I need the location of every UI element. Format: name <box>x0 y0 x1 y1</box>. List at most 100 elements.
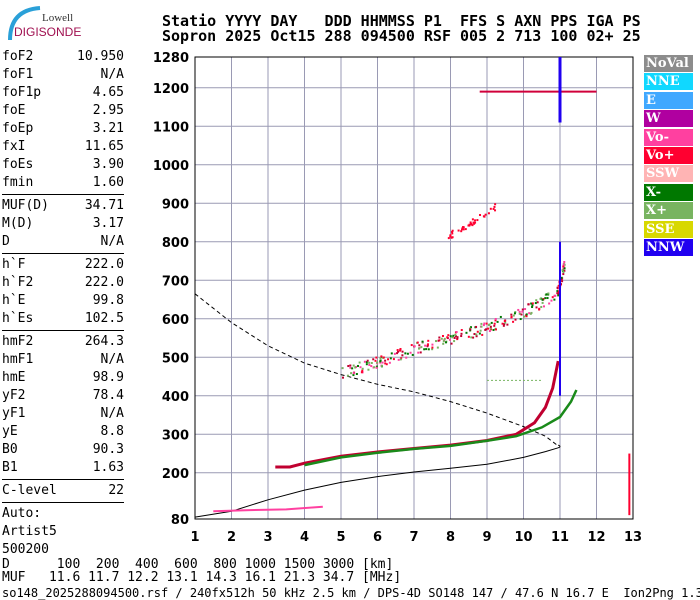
echo-point <box>384 359 387 362</box>
echo-point <box>461 227 464 230</box>
y-tick-label: 400 <box>162 390 189 405</box>
separator <box>2 479 124 480</box>
echo-point <box>488 323 491 326</box>
echo-point <box>530 311 533 314</box>
echo-point <box>453 337 456 340</box>
param-label: fxI <box>2 139 26 154</box>
param-label: hmE <box>2 370 26 385</box>
echo-point <box>366 359 369 362</box>
echo-point <box>368 363 371 366</box>
legend-item-e: E <box>644 91 693 109</box>
param-row: foF1 N/A <box>2 66 124 84</box>
echo-point <box>534 302 537 305</box>
echo-point <box>548 302 551 305</box>
echo-point <box>380 364 383 367</box>
echo-point <box>349 366 352 369</box>
param-row: hmE 98.9 <box>2 369 124 387</box>
param-value: 222.0 <box>84 275 124 290</box>
x-tick-label: 11 <box>551 530 569 545</box>
param-row: yF1 N/A <box>2 405 124 423</box>
plot-frame <box>194 56 634 520</box>
echo-point <box>370 361 373 364</box>
legend-item-sse: SSE <box>644 220 693 238</box>
separator <box>2 502 124 503</box>
x-trace-line <box>304 389 578 467</box>
echo-point <box>499 315 502 318</box>
echo-point <box>399 358 402 361</box>
echo-point <box>370 365 373 368</box>
echo-point <box>424 344 427 347</box>
echo-point <box>510 316 513 319</box>
echo-point <box>472 221 475 224</box>
logo-digisonde: DIGISONDE <box>14 25 82 39</box>
param-row: foF1p 4.65 <box>2 84 124 102</box>
legend-item-noval: NoVal <box>644 55 693 72</box>
echo-point <box>547 292 550 295</box>
ionogram-plot: 1 2 3 4 5 6 7 8 9 10 11 12 1380200300400500600700800… <box>153 51 642 545</box>
echo-point <box>388 361 391 364</box>
echo-point <box>494 319 497 322</box>
echo-point <box>490 321 493 324</box>
echo-point <box>365 361 368 364</box>
echo-point <box>406 352 409 355</box>
separator <box>2 194 124 195</box>
x-tick-label: 6 <box>373 530 382 545</box>
param-row: hmF2 264.3 <box>2 333 124 351</box>
param-value: 11.65 <box>84 139 124 154</box>
parameter-panel: foF2 10.950 foF1 N/A foF1p 4.65 foE 2.95 foEp 3.2… <box>2 48 124 559</box>
x-tick-label: 4 <box>300 530 309 545</box>
echo-point <box>541 301 544 304</box>
echo-point <box>355 373 358 376</box>
echo-point <box>493 205 496 208</box>
param-label: yF2 <box>2 388 26 403</box>
echo-point <box>470 336 473 339</box>
echo-point <box>437 339 440 342</box>
echo-point <box>387 358 390 361</box>
profile-solid-line <box>194 447 559 518</box>
y-tick-label: 500 <box>162 351 189 366</box>
echo-point <box>441 334 444 337</box>
echo-point <box>538 307 541 310</box>
echo-point <box>347 365 350 368</box>
echo-point <box>523 315 526 318</box>
echo-point <box>489 207 492 210</box>
echo-point <box>401 350 404 353</box>
echo-point <box>379 360 382 363</box>
echo-point <box>504 321 507 324</box>
x-tick-label: 7 <box>409 530 418 545</box>
echo-point <box>562 273 565 276</box>
logo-lowell: Lowell <box>42 12 74 24</box>
legend-item-nnw: NNW <box>644 238 693 256</box>
o-trace-line <box>275 360 560 469</box>
legend-item-xminus: X- <box>644 183 693 201</box>
echo-point <box>442 342 445 345</box>
param-label: fmin <box>2 175 34 190</box>
param-row: MUF(D) 34.71 <box>2 197 124 215</box>
legend-item-vominus: Vo- <box>644 128 693 146</box>
echo-point <box>484 213 487 216</box>
echo-point <box>399 347 402 350</box>
echo-point <box>456 336 459 339</box>
echo-point <box>525 313 528 316</box>
separator <box>2 253 124 254</box>
y-tick-label: 1100 <box>153 120 189 135</box>
echo-point <box>392 358 395 361</box>
echo-point <box>502 324 505 327</box>
echo-point <box>460 230 463 233</box>
echo-point <box>431 343 434 346</box>
echo-point <box>349 364 352 367</box>
echo-point <box>501 322 504 325</box>
echo-point <box>562 271 565 274</box>
logo-arc-icon <box>8 6 41 41</box>
echo-point <box>475 335 478 338</box>
x-tick-label: 12 <box>587 530 605 545</box>
echo-point <box>484 328 487 331</box>
echo-point <box>454 335 457 338</box>
echo-point <box>438 336 441 339</box>
echo-point <box>487 212 490 215</box>
echo-point <box>476 219 479 222</box>
echo-point <box>451 336 454 339</box>
y-tick-label: 80 <box>171 513 189 528</box>
echo-point <box>473 332 476 335</box>
echo-point <box>396 349 399 352</box>
